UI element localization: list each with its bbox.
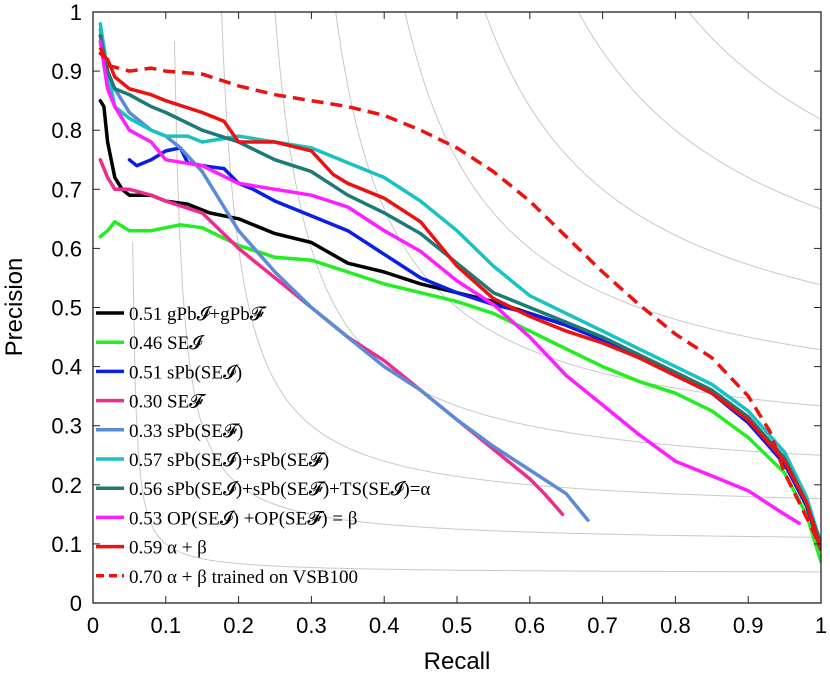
y-tick-label: 0.4 bbox=[51, 355, 82, 380]
y-tick-label: 0.1 bbox=[51, 532, 82, 557]
y-tick-label: 0.2 bbox=[51, 473, 82, 498]
series-line bbox=[98, 158, 565, 517]
legend-label: 0.57 sPb(SE𝓘)+sPb(SE𝓕) bbox=[129, 450, 329, 471]
legend-label: 0.59 α + β bbox=[129, 538, 207, 559]
y-tick-label: 1 bbox=[70, 0, 82, 25]
series-line bbox=[98, 220, 821, 564]
y-tick-label: 0.3 bbox=[51, 414, 82, 439]
x-tick-label: 0.9 bbox=[733, 613, 764, 638]
iso-f-curve bbox=[132, 241, 821, 573]
legend-label: 0.33 sPb(SE𝓕) bbox=[129, 421, 243, 442]
y-tick-label: 0.7 bbox=[51, 177, 82, 202]
series-lines bbox=[98, 22, 821, 564]
legend-item: 0.33 sPb(SE𝓕) bbox=[96, 421, 243, 442]
legend-item: 0.56 sPb(SE𝓘)+sPb(SE𝓕)+TS(SE𝓘)=α bbox=[96, 479, 430, 500]
series-line bbox=[98, 51, 821, 552]
y-tick-label: 0.6 bbox=[51, 236, 82, 261]
x-tick-label: 0.5 bbox=[442, 613, 473, 638]
x-tick-label: 0.3 bbox=[296, 613, 327, 638]
x-tick-label: 0.2 bbox=[223, 613, 254, 638]
y-tick-label: 0.9 bbox=[51, 59, 82, 84]
y-axis-label: Precision bbox=[1, 258, 28, 357]
series-line bbox=[98, 27, 590, 523]
x-tick-label: 0.6 bbox=[515, 613, 546, 638]
legend-label: 0.30 SE𝓕 bbox=[129, 392, 207, 413]
y-tick-label: 0.8 bbox=[51, 118, 82, 143]
legend-item: 0.51 gPb𝓘+gPb𝓕 bbox=[96, 304, 268, 325]
iso-f-curve bbox=[688, 12, 821, 121]
iso-f-curve bbox=[577, 12, 821, 210]
x-axis-label: Recall bbox=[424, 648, 491, 675]
legend-item: 0.57 sPb(SE𝓘)+sPb(SE𝓕) bbox=[96, 450, 329, 471]
iso-f-curve bbox=[335, 12, 821, 407]
legend-label: 0.70 α + β trained on VSB100 bbox=[129, 567, 358, 588]
x-tick-label: 0 bbox=[87, 613, 99, 638]
legend-item: 0.30 SE𝓕 bbox=[96, 392, 207, 413]
x-tick-label: 0.7 bbox=[587, 613, 618, 638]
iso-f-curve bbox=[221, 12, 821, 500]
series-line bbox=[98, 39, 801, 525]
legend-item: 0.46 SE𝓘 bbox=[96, 333, 205, 354]
y-tick-label: 0 bbox=[70, 591, 82, 616]
legend-label: 0.46 SE𝓘 bbox=[129, 333, 205, 354]
iso-f-curve bbox=[404, 12, 821, 351]
series-line bbox=[98, 33, 821, 546]
axis-ticks: 0 0.1 0.2 0.3 0.4 0.5 0.6 0.7 0.8 0.9 100.10.20.30… bbox=[51, 0, 827, 638]
legend-item: 0.53 OP(SE𝓘) +OP(SE𝓕) = β bbox=[96, 508, 357, 529]
iso-f-curve bbox=[484, 12, 821, 286]
legend-label: 0.56 sPb(SE𝓘)+sPb(SE𝓕)+TS(SE𝓘)=α bbox=[129, 479, 430, 500]
legend-label: 0.51 gPb𝓘+gPb𝓕 bbox=[129, 304, 268, 325]
x-tick-label: 0.8 bbox=[660, 613, 691, 638]
legend-item: 0.51 sPb(SE𝓘) bbox=[96, 362, 242, 383]
series-line bbox=[98, 46, 821, 551]
legend: 0.51 gPb𝓘+gPb𝓕 0.46 SE𝓘 0.51 sPb(SE𝓘) 0.30 … bbox=[96, 304, 430, 588]
x-tick-label: 1 bbox=[815, 613, 827, 638]
series-line bbox=[98, 22, 821, 546]
legend-label: 0.53 OP(SE𝓘) +OP(SE𝓕) = β bbox=[129, 508, 357, 529]
x-tick-label: 0.1 bbox=[151, 613, 182, 638]
y-tick-label: 0.5 bbox=[51, 296, 82, 321]
legend-item: 0.59 α + β bbox=[96, 538, 207, 559]
legend-label: 0.51 sPb(SE𝓘) bbox=[129, 362, 242, 383]
x-tick-label: 0.4 bbox=[369, 613, 400, 638]
iso-f-curve bbox=[173, 40, 821, 538]
legend-item: 0.70 α + β trained on VSB100 bbox=[96, 567, 358, 588]
